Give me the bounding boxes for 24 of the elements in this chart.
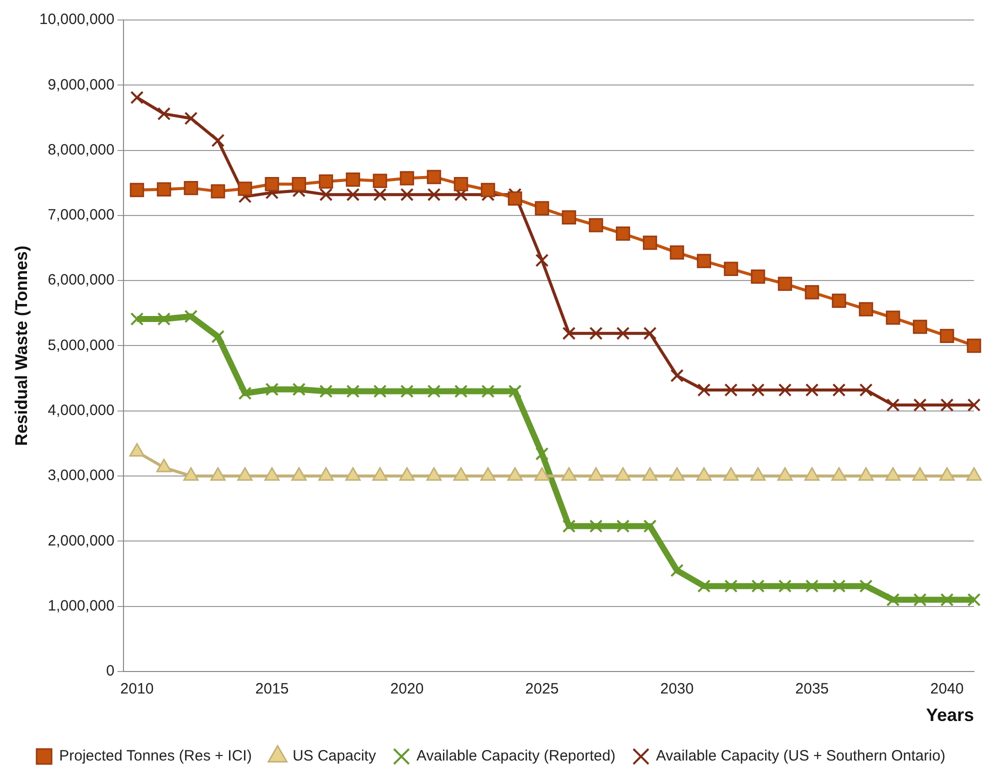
y-tick-label: 1,000,000 (48, 597, 114, 614)
x-tick-label: 2010 (120, 680, 154, 698)
y-tick-label: 5,000,000 (48, 336, 114, 354)
y-tick-label: 2,000,000 (48, 532, 114, 550)
x-tick-label: 2030 (660, 680, 694, 698)
y-tick-label: 10,000,000 (39, 11, 114, 28)
y-tick-label: 4,000,000 (48, 402, 114, 419)
legend-label: Available Capacity (Reported) (416, 748, 616, 765)
legend-label: US Capacity (292, 748, 376, 765)
x-tick-label: 2035 (795, 680, 829, 698)
y-tick-label: 0 (106, 662, 114, 680)
x-tick-label: 2040 (930, 680, 964, 698)
x-tick-label: 2025 (525, 680, 559, 698)
legend-label: Projected Tonnes (Res + ICI) (59, 748, 252, 765)
y-tick-label: 8,000,000 (48, 141, 114, 158)
y-tick-label: 7,000,000 (48, 206, 114, 224)
x-tick-label: 2015 (255, 680, 289, 698)
y-tick-label: 6,000,000 (48, 272, 114, 289)
y-axis-title: Residual Waste (Tonnes) (12, 246, 31, 446)
x-axis-title: Years (926, 705, 974, 726)
y-tick-label: 9,000,000 (48, 76, 114, 94)
legend-label: Available Capacity (US + Southern Ontario) (656, 748, 946, 765)
y-tick-label: 3,000,000 (48, 467, 114, 484)
x-tick-label: 2020 (390, 680, 424, 698)
